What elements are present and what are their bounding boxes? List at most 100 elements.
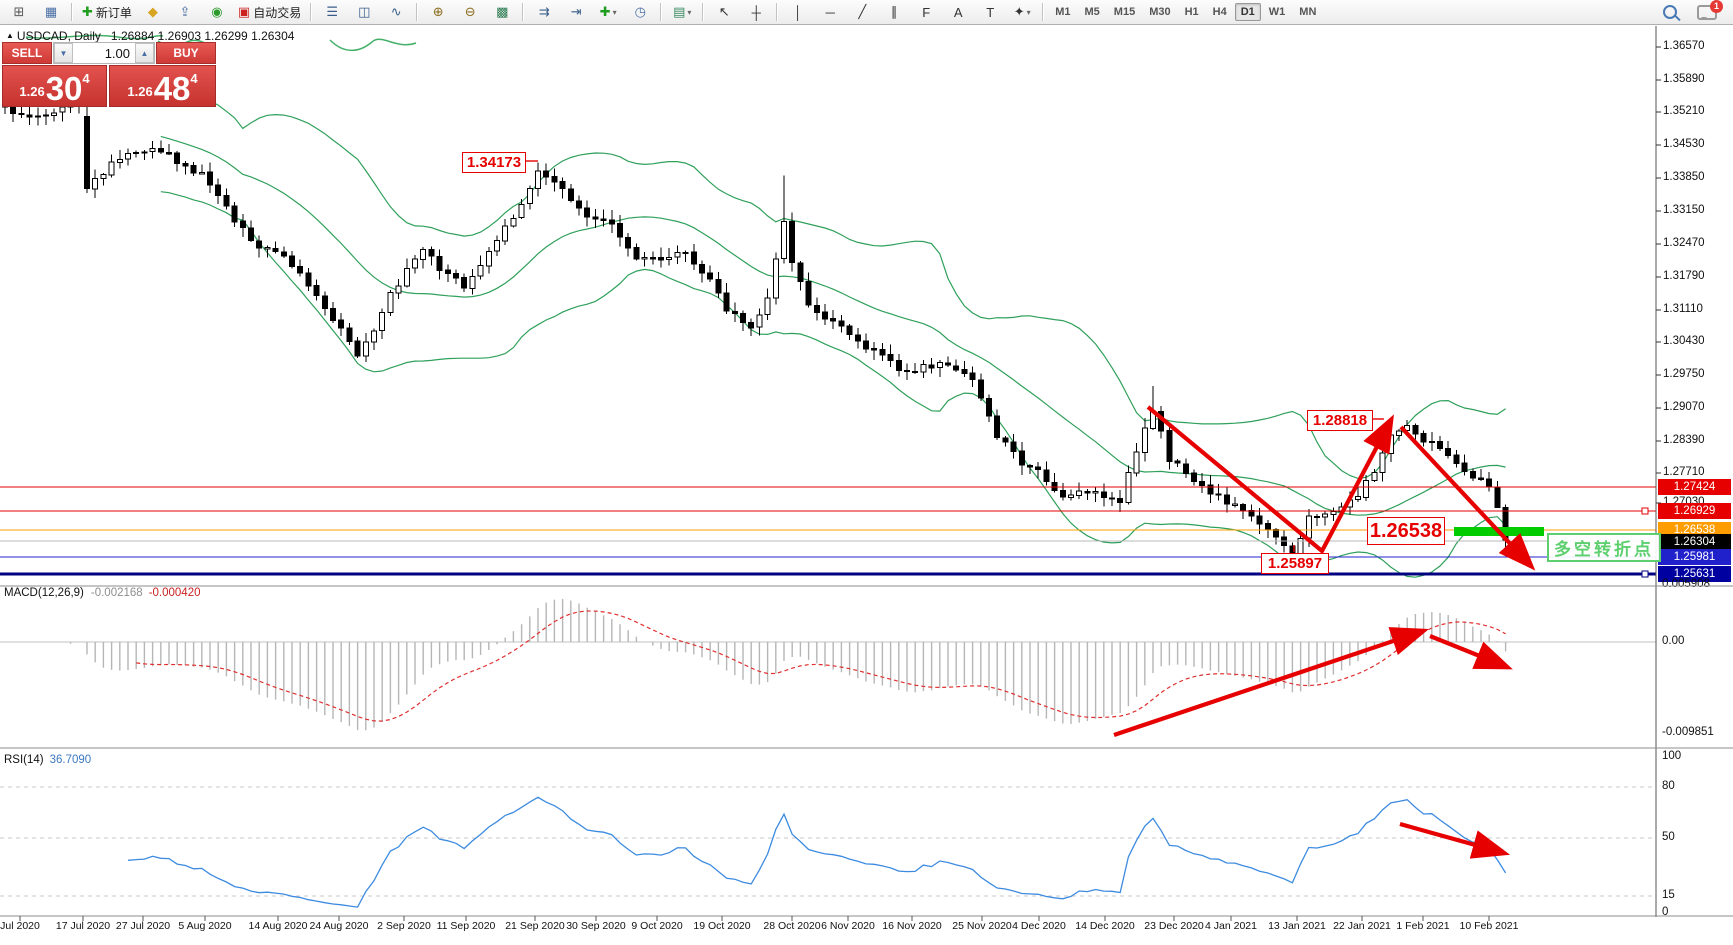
publish-button[interactable]: ⇪ [170, 1, 200, 23]
new-order-button[interactable]: ✚ 新订单 [78, 1, 136, 23]
buy-price-big: 48 [153, 69, 191, 107]
timeframe-w1[interactable]: W1 [1268, 6, 1286, 18]
date-label: 4 Jan 2021 [1205, 920, 1257, 932]
crosshair-button[interactable]: ┼ [741, 1, 771, 23]
toolbar-separator [702, 3, 705, 21]
price-axis-tick: 1.34530 [1663, 138, 1705, 150]
text-button[interactable]: A [943, 1, 973, 23]
date-label: 23 Dec 2020 [1144, 920, 1204, 932]
timeframe-m15[interactable]: M15 [1113, 6, 1136, 18]
date-label: 9 Oct 2020 [631, 920, 683, 932]
indicators-add-button[interactable]: ✚ ▾ [593, 1, 623, 23]
one-click-trading-panel: SELL ▼ 1.00 ▲ BUY 1.26 30 4 1.26 48 4 [2, 42, 216, 107]
arrows-button[interactable]: ✦ ▾ [1007, 1, 1037, 23]
tile-windows-icon: ▩ [496, 4, 509, 19]
price-axis-tick: 1.36570 [1663, 40, 1705, 52]
price-axis-tick: 1.30430 [1663, 335, 1705, 347]
signal-icon: ◉ [211, 4, 223, 19]
date-label: 14 Dec 2020 [1075, 920, 1135, 932]
chart-window-icon: ⊞ [13, 4, 25, 19]
chart-template-icon: ▤ [673, 4, 686, 19]
volume-decrease-button[interactable]: ▼ [54, 43, 73, 63]
chart-shift-button[interactable]: ⇥ [561, 1, 591, 23]
volume-input[interactable]: 1.00 [104, 45, 130, 61]
new-order-button: ✚ [82, 4, 93, 19]
tile-windows-button[interactable]: ▩ [487, 1, 517, 23]
price-tag-1.26929: 1.26929 [1658, 503, 1731, 519]
buy-button[interactable]: BUY [156, 42, 216, 64]
autotrading-button[interactable]: ▣ 自动交易 [234, 1, 305, 23]
timeframe-buttons: M1 M5 M15 M30 H1 H4 D1 W1 MN [1048, 3, 1323, 21]
chart-template-button[interactable]: ▤ ▾ [667, 1, 697, 23]
label-icon: T [986, 4, 995, 20]
price-axis-tick: 1.35210 [1663, 105, 1705, 117]
price-tag-1.27424: 1.27424 [1658, 479, 1731, 495]
price-annotation-1.26538[interactable]: 1.26538 [1367, 517, 1445, 545]
chart-bars-button[interactable]: ☰ [317, 1, 347, 23]
timeframe-m1[interactable]: M1 [1055, 6, 1071, 18]
sell-price-button[interactable]: 1.26 30 4 [2, 65, 108, 107]
trendline-button[interactable]: ╱ [847, 1, 877, 23]
period-button[interactable]: ◷ [625, 1, 655, 23]
fibonacci-button[interactable]: F [911, 1, 941, 23]
price-axis-tick: 1.32470 [1663, 237, 1705, 249]
sell-button[interactable]: SELL [2, 42, 52, 64]
price-tag-1.25981: 1.25981 [1658, 549, 1731, 565]
channel-button[interactable]: ∥ [879, 1, 909, 23]
price-annotation-1.25897[interactable]: 1.25897 [1261, 553, 1329, 574]
price-axis-tick: 1.33850 [1663, 171, 1705, 183]
chart-bars-icon: ☰ [326, 4, 339, 19]
zoom-in-button[interactable]: ⊕ [423, 1, 453, 23]
price-annotation-1.28818[interactable]: 1.28818 [1307, 410, 1373, 431]
rsi-value: 36.7090 [49, 754, 92, 766]
autotrading-button: ▣ [237, 4, 251, 19]
notification-badge: 1 [1710, 0, 1723, 13]
hline-button[interactable]: ─ [815, 1, 845, 23]
timeframe-m5[interactable]: M5 [1084, 6, 1100, 18]
search-icon[interactable] [1663, 5, 1677, 19]
chevron-down-icon: ▾ [687, 7, 692, 17]
chart-window-button[interactable]: ⊞ [4, 1, 34, 23]
volume-increase-button[interactable]: ▲ [135, 43, 154, 63]
date-label: 14 Aug 2020 [248, 920, 308, 932]
chart-shift-icon: ⇥ [570, 4, 582, 19]
toolbar-separator [71, 3, 73, 21]
date-label: 1 Feb 2021 [1396, 920, 1450, 932]
zoom-out-icon: ⊖ [464, 4, 476, 19]
chat-icon[interactable]: 1 [1697, 0, 1723, 20]
timeframe-m30[interactable]: M30 [1149, 6, 1171, 18]
text-icon: A [953, 4, 963, 20]
chart-candles-button[interactable]: ◫ [349, 1, 379, 23]
auto-scroll-button[interactable]: ⇉ [529, 1, 559, 23]
timeframe-d1[interactable]: D1 [1234, 3, 1261, 21]
vline-button[interactable]: │ [783, 1, 813, 23]
price-tag-1.25631: 1.25631 [1658, 566, 1731, 582]
price-tag-1.26304: 1.26304 [1658, 534, 1731, 550]
toolbar-right: 1 [1663, 0, 1723, 20]
chart-line-button[interactable]: ∿ [381, 1, 411, 23]
price-axis-tick: 1.29070 [1663, 401, 1705, 413]
rsi-axis-label: 15 [1662, 889, 1675, 901]
timeframe-h1[interactable]: H1 [1184, 6, 1199, 18]
market-watch-button[interactable]: ▦ [36, 1, 66, 23]
price-annotation-1.34173[interactable]: 1.34173 [462, 152, 526, 173]
signal-button[interactable]: ◉ [202, 1, 232, 23]
timeframe-mn[interactable]: MN [1299, 6, 1317, 18]
macd-header: MACD(12,26,9) -0.002168 -0.000420 [4, 587, 200, 599]
styler-button[interactable]: ◆ [138, 1, 168, 23]
price-axis-tick: 1.27710 [1663, 466, 1705, 478]
macd-name: MACD(12,26,9) [4, 587, 84, 599]
label-button[interactable]: T [975, 1, 1005, 23]
zoom-out-button[interactable]: ⊖ [455, 1, 485, 23]
timeframe-h4[interactable]: H4 [1212, 6, 1227, 18]
rsi-axis-label: 0 [1662, 906, 1669, 918]
trade-prices-row: 1.26 30 4 1.26 48 4 [2, 65, 216, 107]
pivot-note[interactable]: 多空转折点 [1547, 533, 1661, 562]
buy-price-button[interactable]: 1.26 48 4 [109, 65, 216, 107]
indicators-add-icon: ✚ [599, 4, 611, 19]
arrows-icon: ✦ [1013, 4, 1025, 19]
collapse-marker[interactable]: ▲ [6, 31, 14, 40]
cursor-button[interactable]: ↖ [709, 1, 739, 23]
